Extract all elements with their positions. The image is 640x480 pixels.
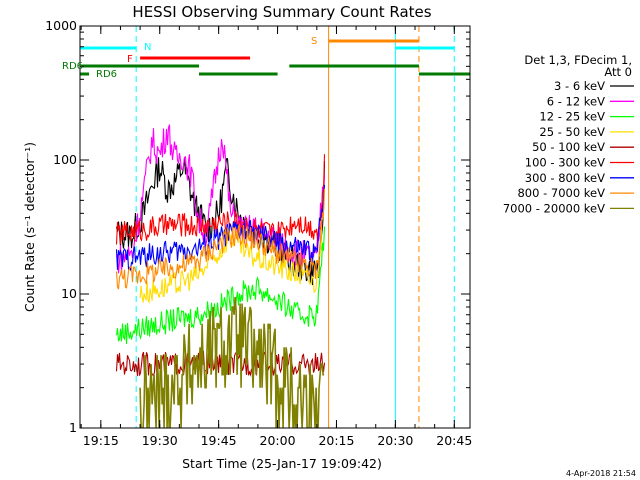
legend-entry-label: 25 - 50 keV xyxy=(539,125,605,139)
legend-entry-label: 7000 - 20000 keV xyxy=(503,201,605,215)
state-bar-label: RD6 xyxy=(96,69,117,80)
state-bar-label: S xyxy=(311,36,317,47)
legend-entry-label: 6 - 12 keV xyxy=(547,94,605,108)
state-bar-label: RD6 xyxy=(62,61,83,72)
series-layer xyxy=(115,124,326,428)
legend-entry-label: 300 - 800 keV xyxy=(525,171,605,185)
legend-header: Det 1,3, FDecim 1, xyxy=(524,53,632,67)
x-tick-label: 20:45 xyxy=(436,433,472,448)
axis-layer: 19:15 19:30 19:45 20:00 20:15 20:30 20:45 1 10 10… xyxy=(45,18,472,448)
x-tick-label: 19:15 xyxy=(83,433,119,448)
series-line xyxy=(115,184,326,272)
legend-entry-label: 100 - 300 keV xyxy=(525,156,605,170)
y-tick-label: 1000 xyxy=(45,18,77,33)
state-bar-label: N xyxy=(144,42,151,53)
y-tick-label: 100 xyxy=(53,152,77,167)
footer-date: 4-Apr-2018 21:54 xyxy=(566,469,636,478)
x-tick-label: 20:00 xyxy=(260,433,296,448)
y-axis-label: Count Rate (s⁻¹ detector⁻¹) xyxy=(22,142,37,312)
state-bar-label: F xyxy=(127,54,133,65)
plot-frame xyxy=(79,25,471,429)
legend-header: Att 0 xyxy=(604,65,632,79)
x-tick-label: 19:30 xyxy=(142,433,178,448)
legend-entry-label: 50 - 100 keV xyxy=(532,140,605,154)
series-line xyxy=(115,124,326,274)
series-line xyxy=(115,154,326,245)
series-line xyxy=(115,350,326,377)
series-line xyxy=(115,188,326,290)
x-axis-label: Start Time (25-Jan-17 19:09:42) xyxy=(182,456,382,471)
x-tick-label: 20:15 xyxy=(318,433,354,448)
y-tick-label: 10 xyxy=(61,286,77,301)
chart-title: HESSI Observing Summary Count Rates xyxy=(132,3,431,21)
legend-entry-label: 800 - 7000 keV xyxy=(517,186,605,200)
legend-entry-label: 3 - 6 keV xyxy=(554,79,605,93)
x-tick-label: 19:45 xyxy=(201,433,237,448)
series-line xyxy=(139,296,325,428)
legend-entry-label: 12 - 25 keV xyxy=(539,110,605,124)
y-tick-label: 1 xyxy=(69,420,77,435)
annotation-layer xyxy=(80,26,470,428)
x-tick-label: 20:30 xyxy=(377,433,413,448)
